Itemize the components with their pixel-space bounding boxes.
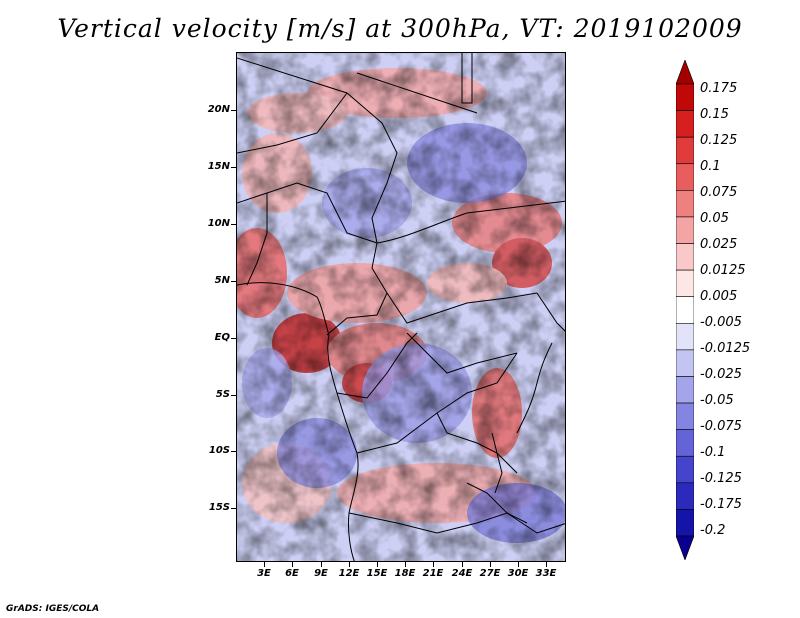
lon-tick [490, 562, 491, 567]
lon-tick [546, 562, 547, 567]
colorbar-label: 0.025 [700, 237, 738, 252]
colorbar-label: 0.0125 [700, 263, 746, 278]
colorbar-label: 0.175 [700, 81, 738, 96]
lon-label-3e: 3E [257, 568, 271, 579]
lon-label-15e: 15E [366, 568, 388, 579]
colorbar-segment [676, 190, 694, 218]
colorbar [676, 60, 694, 560]
vertical-velocity-field [237, 53, 565, 561]
lon-tick [518, 562, 519, 567]
colorbar-label: -0.0125 [700, 341, 751, 356]
lat-label-15s: 15S [208, 502, 230, 513]
colorbar-label: 0.075 [700, 185, 738, 200]
lon-label-21e: 21E [422, 568, 444, 579]
lat-label-5n: 5N [214, 275, 230, 286]
lon-tick [462, 562, 463, 567]
lat-tick [231, 167, 236, 168]
footer-credit: GrADS: IGES/COLA [6, 604, 100, 614]
lon-tick [405, 562, 406, 567]
colorbar-label: -0.125 [700, 471, 742, 486]
colorbar-label: 0.1 [700, 159, 721, 174]
lat-label-eq: EQ [214, 332, 230, 343]
lat-tick [231, 451, 236, 452]
lon-label-18e: 18E [394, 568, 416, 579]
colorbar-label: 0.125 [700, 133, 738, 148]
lon-tick [349, 562, 350, 567]
lat-tick [231, 281, 236, 282]
lat-tick [231, 224, 236, 225]
lon-tick [292, 562, 293, 567]
lon-label-30e: 30E [507, 568, 529, 579]
colorbar-segment [676, 243, 694, 271]
lat-label-5s: 5S [215, 389, 230, 400]
lat-label-10n: 10N [207, 218, 230, 229]
colorbar-segment [676, 429, 694, 457]
colorbar-segment [676, 163, 694, 191]
lat-label-20n: 20N [207, 104, 230, 115]
lat-label-15n: 15N [207, 161, 230, 172]
colorbar-segment [676, 216, 694, 244]
lon-tick [377, 562, 378, 567]
colorbar-segment [676, 322, 694, 351]
colorbar-label: 0.15 [700, 107, 729, 122]
lon-label-33e: 33E [535, 568, 557, 579]
colorbar-label: -0.025 [700, 367, 742, 382]
colorbar-segment [676, 83, 694, 111]
colorbar-label: -0.005 [700, 315, 742, 330]
colorbar-label: -0.075 [700, 419, 742, 434]
colorbar-segment [676, 136, 694, 165]
colorbar-label: -0.175 [700, 497, 742, 512]
colorbar-segment [676, 376, 694, 404]
colorbar-segment [676, 482, 694, 510]
lon-label-9e: 9E [314, 568, 328, 579]
lon-tick [264, 562, 265, 567]
colorbar-segment [676, 269, 694, 298]
colorbar-label: 0.05 [700, 211, 729, 226]
lon-label-24e: 24E [451, 568, 473, 579]
colorbar-segment [676, 535, 694, 560]
colorbar-segment [676, 455, 694, 484]
colorbar-segment [676, 110, 694, 138]
colorbar-segment [676, 60, 694, 85]
colorbar-label: -0.05 [700, 393, 734, 408]
colorbar-label: 0.005 [700, 289, 738, 304]
lat-label-10s: 10S [208, 445, 230, 456]
lon-tick [433, 562, 434, 567]
colorbar-segment [676, 402, 694, 430]
lon-label-12e: 12E [338, 568, 360, 579]
chart-title: Vertical velocity [m/s] at 300hPa, VT: 2… [57, 14, 743, 43]
lon-label-6e: 6E [285, 568, 299, 579]
colorbar-segment [676, 296, 694, 324]
colorbar-label: -0.2 [700, 523, 726, 538]
lat-tick [231, 508, 236, 509]
lon-label-27e: 27E [479, 568, 501, 579]
lat-tick [231, 395, 236, 396]
map-panel [236, 52, 566, 562]
colorbar-segment [676, 509, 694, 537]
lat-tick [231, 338, 236, 339]
colorbar-label: -0.1 [700, 445, 726, 460]
lat-tick [231, 110, 236, 111]
colorbar-segment [676, 349, 694, 377]
lon-tick [321, 562, 322, 567]
